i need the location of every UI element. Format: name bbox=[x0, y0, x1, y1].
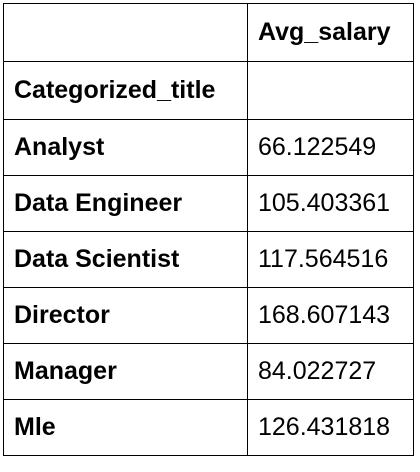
index-name-cell: Categorized_title bbox=[3, 61, 248, 120]
row-label: Manager bbox=[3, 343, 248, 400]
row-label: Mle bbox=[3, 399, 248, 456]
index-name-row: Categorized_title bbox=[3, 61, 414, 120]
row-value: 117.564516 bbox=[247, 231, 414, 288]
row-label: Data Engineer bbox=[3, 175, 248, 232]
table-head: Avg_salary Categorized_title bbox=[3, 3, 414, 120]
table-row: Mle 126.431818 bbox=[3, 399, 414, 456]
index-name-empty-cell bbox=[247, 61, 414, 120]
salary-table: Avg_salary Categorized_title Analyst 66.… bbox=[3, 3, 414, 456]
row-value: 168.607143 bbox=[247, 287, 414, 344]
row-value: 66.122549 bbox=[247, 119, 414, 176]
row-value: 84.022727 bbox=[247, 343, 414, 400]
row-label: Data Scientist bbox=[3, 231, 248, 288]
table-row: Director 168.607143 bbox=[3, 287, 414, 344]
table-row: Data Scientist 117.564516 bbox=[3, 231, 414, 288]
row-value: 105.403361 bbox=[247, 175, 414, 232]
corner-cell bbox=[3, 3, 248, 62]
table-row: Analyst 66.122549 bbox=[3, 119, 414, 176]
table-body: Analyst 66.122549 Data Engineer 105.4033… bbox=[3, 119, 414, 456]
table-row: Data Engineer 105.403361 bbox=[3, 175, 414, 232]
row-label: Director bbox=[3, 287, 248, 344]
column-header-row: Avg_salary bbox=[3, 3, 414, 62]
column-header-avg-salary: Avg_salary bbox=[247, 3, 414, 62]
table-row: Manager 84.022727 bbox=[3, 343, 414, 400]
row-label: Analyst bbox=[3, 119, 248, 176]
row-value: 126.431818 bbox=[247, 399, 414, 456]
